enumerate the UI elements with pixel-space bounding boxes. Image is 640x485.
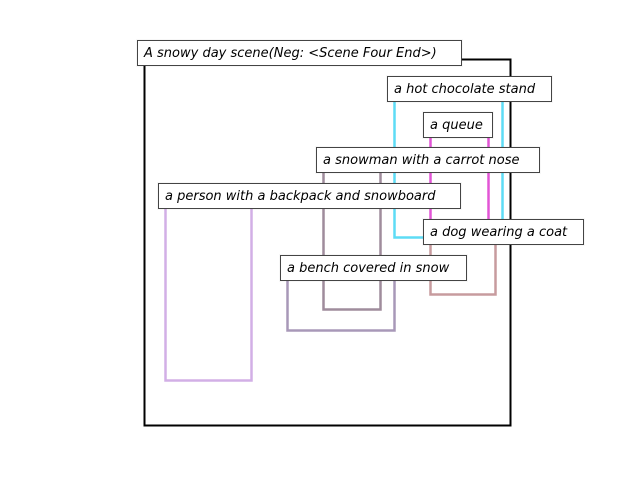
label-bench-snow: a bench covered in snow: [280, 255, 467, 281]
label-dog-coat: a dog wearing a coat: [423, 219, 584, 245]
scene-title: A snowy day scene(Neg: <Scene Four End>): [137, 40, 462, 66]
bbox-person-backpack: [164, 196, 253, 382]
label-hot-chocolate-stand: a hot chocolate stand: [387, 76, 552, 102]
label-person-backpack: a person with a backpack and snowboard: [158, 183, 461, 209]
label-queue: a queue: [423, 112, 493, 138]
label-snowman: a snowman with a carrot nose: [316, 147, 540, 173]
